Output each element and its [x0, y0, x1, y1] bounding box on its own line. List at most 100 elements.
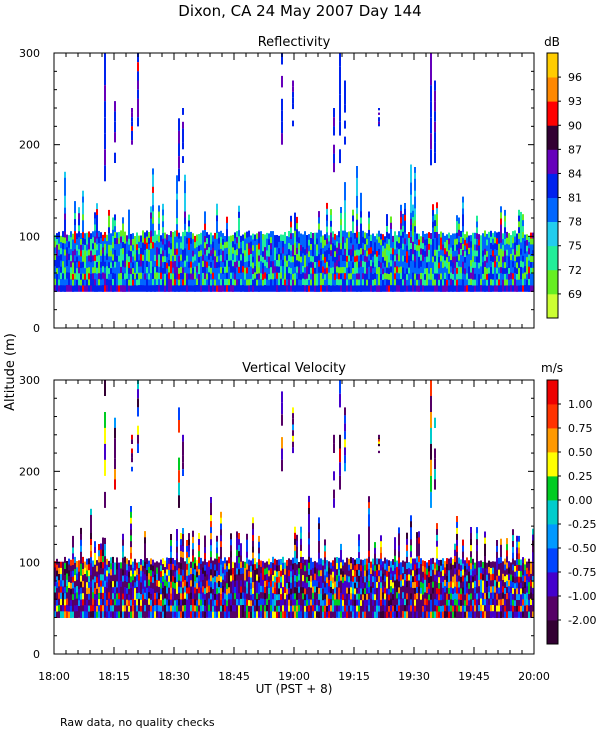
heatmap-cell — [326, 250, 328, 257]
heatmap-cell — [172, 581, 174, 589]
heatmap-cell — [104, 605, 106, 612]
heatmap-cell — [150, 254, 152, 262]
heatmap-cell — [434, 267, 436, 274]
heatmap-cell — [346, 238, 348, 245]
heatmap-cell — [410, 188, 412, 196]
heatmap-cell — [226, 577, 228, 584]
heatmap-cell — [210, 593, 212, 600]
heatmap-cell — [252, 529, 254, 536]
heatmap-cell — [524, 259, 526, 267]
heatmap-cell — [372, 605, 374, 613]
heatmap-cell — [256, 574, 258, 582]
heatmap-cell — [290, 600, 292, 607]
heatmap-cell — [264, 562, 266, 570]
heatmap-cell — [418, 251, 420, 258]
heatmap-cell — [260, 592, 262, 599]
heatmap-cell — [176, 570, 178, 577]
heatmap-cell — [130, 529, 132, 536]
heatmap-cell — [212, 266, 214, 274]
heatmap-cell — [74, 575, 76, 582]
heatmap-cell — [184, 229, 186, 237]
heatmap-cell — [416, 562, 418, 570]
heatmap-cell — [388, 256, 390, 263]
heatmap-cell — [174, 242, 176, 250]
heatmap-cell — [402, 255, 404, 263]
heatmap-cell — [92, 611, 94, 618]
heatmap-cell — [356, 564, 358, 571]
heatmap-cell — [274, 285, 276, 292]
heatmap-cell — [174, 606, 176, 613]
heatmap-cell — [436, 546, 438, 554]
heatmap-cell — [280, 234, 282, 242]
heatmap-cell — [240, 555, 242, 563]
heatmap-cell — [260, 273, 262, 280]
plume-cell — [430, 133, 432, 150]
heatmap-cell — [134, 564, 136, 572]
heatmap-cell — [428, 255, 430, 263]
heatmap-cell — [258, 600, 260, 607]
heatmap-cell — [128, 221, 130, 228]
heatmap-cell — [318, 593, 320, 601]
heatmap-cell — [186, 569, 188, 577]
heatmap-cell — [482, 273, 484, 281]
heatmap-cell — [190, 267, 192, 274]
heatmap-cell — [60, 248, 62, 255]
heatmap-cell — [248, 248, 250, 256]
heatmap-cells — [54, 380, 534, 618]
plume-cell — [182, 142, 184, 150]
heatmap-cell — [304, 571, 306, 578]
heatmap-cell — [378, 576, 380, 583]
heatmap-cell — [206, 580, 208, 588]
heatmap-cell — [410, 243, 412, 250]
heatmap-cell — [90, 587, 92, 594]
heatmap-cell — [446, 274, 448, 281]
heatmap-cell — [352, 611, 354, 618]
heatmap-cell — [456, 256, 458, 263]
heatmap-cell — [404, 214, 406, 222]
heatmap-cell — [94, 570, 96, 577]
heatmap-cell — [88, 582, 90, 589]
heatmap-cell — [186, 605, 188, 613]
heatmap-cell — [182, 285, 184, 292]
heatmap-cell — [192, 233, 194, 240]
heatmap-cell — [294, 273, 296, 280]
heatmap-cell — [100, 592, 102, 600]
heatmap-cell — [504, 239, 506, 246]
heatmap-cell — [392, 588, 394, 595]
heatmap-cell — [112, 611, 114, 618]
heatmap-cell — [270, 279, 272, 286]
heatmap-cell — [470, 241, 472, 249]
heatmap-cell — [88, 231, 90, 238]
heatmap-cell — [140, 599, 142, 607]
heatmap-cell — [124, 593, 126, 600]
heatmap-cell — [318, 248, 320, 255]
heatmap-cell — [74, 267, 76, 274]
heatmap-cell — [294, 593, 296, 600]
heatmap-cell — [64, 183, 66, 191]
heatmap-cell — [388, 245, 390, 252]
heatmap-cell — [288, 558, 290, 565]
heatmap-cell — [310, 557, 312, 565]
heatmap-cell — [334, 593, 336, 600]
heatmap-cell — [420, 273, 422, 280]
heatmap-cell — [230, 248, 232, 255]
heatmap-cell — [406, 575, 408, 582]
heatmap-cell — [218, 273, 220, 280]
heatmap-cell — [300, 575, 302, 582]
heatmap-cell — [360, 605, 362, 613]
heatmap-cell — [268, 570, 270, 577]
heatmap-cell — [420, 605, 422, 612]
heatmap-cell — [510, 247, 512, 255]
heatmap-cell — [468, 260, 470, 267]
heatmap-cell — [182, 261, 184, 268]
heatmap-cell — [460, 267, 462, 274]
heatmap-cell — [350, 261, 352, 268]
heatmap-cell — [480, 272, 482, 280]
heatmap-cell — [294, 575, 296, 582]
heatmap-cell — [62, 261, 64, 268]
heatmap-cell — [500, 218, 502, 226]
heatmap-cell — [498, 231, 500, 239]
heatmap-cell — [354, 594, 356, 601]
heatmap-cell — [148, 560, 150, 568]
heatmap-cell — [378, 599, 380, 607]
